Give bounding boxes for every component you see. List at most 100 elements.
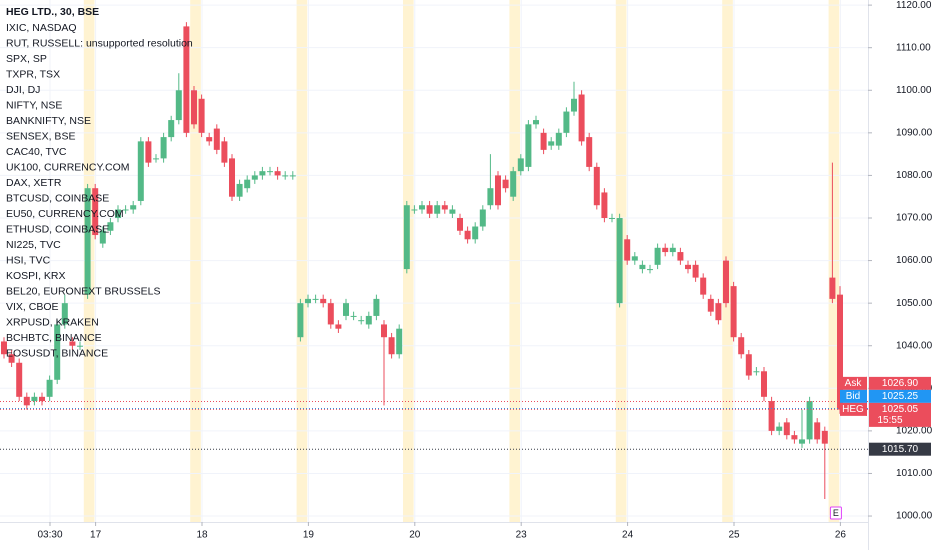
chart-title: HEG LTD., 30, BSE: [6, 6, 99, 18]
candle-body: [669, 247, 676, 253]
candle-body: [647, 269, 653, 271]
candle-body: [312, 298, 319, 300]
y-tick-label: 1060.00: [896, 255, 932, 266]
candle-body: [191, 90, 197, 125]
candle-body: [761, 371, 767, 397]
x-tick-label: 20: [409, 530, 421, 541]
candle-body: [563, 111, 570, 133]
legend-entry: SPX, SP: [6, 53, 47, 65]
candle-body: [654, 247, 661, 265]
x-tick-label: 23: [516, 530, 528, 541]
price-tag: [869, 389, 931, 403]
candle-body: [806, 401, 813, 440]
event-label: E: [833, 508, 839, 518]
price-name-tag: [840, 402, 867, 416]
candle-body: [206, 137, 213, 142]
legend-entry: HSI, TVC: [6, 254, 51, 266]
legend-entry: DJI, DJ: [6, 84, 40, 96]
candle-body: [578, 94, 585, 142]
candle-body: [586, 137, 593, 167]
candle-body: [639, 264, 646, 270]
candle-body: [472, 226, 479, 240]
candle-body: [388, 337, 395, 355]
candle-body: [692, 264, 699, 278]
candle-body: [457, 217, 463, 231]
candle-body: [540, 132, 547, 150]
candle-body: [510, 171, 517, 197]
price-label: 1025.25: [882, 391, 919, 402]
y-tick-label: 1100.00: [896, 85, 932, 96]
candle-body: [738, 337, 745, 355]
candle-body: [229, 158, 235, 197]
x-tick-label: 18: [196, 530, 208, 541]
candle-body: [548, 141, 555, 146]
candle-body: [122, 209, 129, 211]
candle-body: [609, 217, 615, 219]
candle-body: [23, 396, 30, 406]
candle-body: [92, 188, 99, 236]
legend-entry: TXPR, TSX: [6, 68, 60, 80]
candle-body: [723, 260, 729, 304]
x-tick-label: 03:30: [37, 530, 62, 541]
candle-body: [8, 354, 15, 363]
x-tick-label: 17: [90, 530, 102, 541]
candle-body: [593, 166, 600, 206]
countdown: 15:55: [877, 415, 902, 426]
candle-body: [829, 277, 836, 299]
legend-entry: ETHUSD, COINBASE: [6, 223, 109, 235]
legend-entry: VIX, CBOE: [6, 301, 59, 313]
candle-body: [282, 175, 289, 177]
y-tick-label: 1010.00: [896, 468, 932, 479]
price-tag: [869, 402, 931, 427]
y-tick-label: 1120.00: [896, 0, 932, 11]
legend-entry: NIFTY, NSE: [6, 99, 62, 111]
candle-body: [61, 303, 68, 325]
price-label: 1026.90: [882, 378, 919, 389]
candle-body: [77, 345, 83, 347]
candle-body: [464, 230, 471, 240]
candle-body: [533, 120, 539, 125]
price-name: Ask: [845, 378, 863, 389]
price-label: 1015.70: [882, 444, 919, 455]
candle-body: [244, 179, 251, 189]
price-name: Bid: [846, 391, 860, 402]
candle-body: [145, 141, 152, 163]
candle-body: [107, 222, 114, 231]
candle-body: [791, 435, 798, 440]
price-tag: [869, 442, 931, 456]
candle-body: [137, 141, 144, 201]
candle-body: [601, 192, 608, 218]
candle-body: [54, 324, 61, 380]
price-label: 1025.05: [882, 404, 919, 415]
candle-body: [768, 401, 775, 431]
candle-body: [381, 324, 387, 338]
candle-body: [419, 205, 425, 210]
legend-entry: KOSPI, KRX: [6, 270, 66, 282]
candle-body: [236, 183, 243, 197]
candle-body: [495, 175, 501, 206]
event-marker: [829, 506, 842, 520]
legend-entry: UK100, CURRENCY.COM: [6, 161, 130, 173]
candle-body: [745, 354, 752, 376]
candle-body: [221, 141, 228, 163]
candle-body: [259, 171, 266, 176]
y-tick-label: 1070.00: [896, 213, 932, 224]
candle-body: [700, 277, 707, 295]
candle-body: [426, 205, 433, 214]
y-tick-label: 1050.00: [896, 298, 932, 309]
candle-body: [434, 205, 441, 214]
candle-body: [84, 188, 91, 295]
candle-body: [327, 303, 334, 325]
legend-entry: XRPUSD, KRAKEN: [6, 316, 99, 328]
candle-body: [1, 341, 7, 355]
candle-body: [753, 371, 760, 373]
candle-body: [502, 179, 509, 189]
candle-body: [99, 230, 106, 244]
x-tick-label: 25: [728, 530, 740, 541]
y-tick-label: 1080.00: [896, 170, 932, 181]
candle-body: [776, 426, 783, 431]
candle-body: [31, 396, 38, 402]
candle-body: [479, 209, 486, 227]
candle-body: [685, 264, 691, 270]
